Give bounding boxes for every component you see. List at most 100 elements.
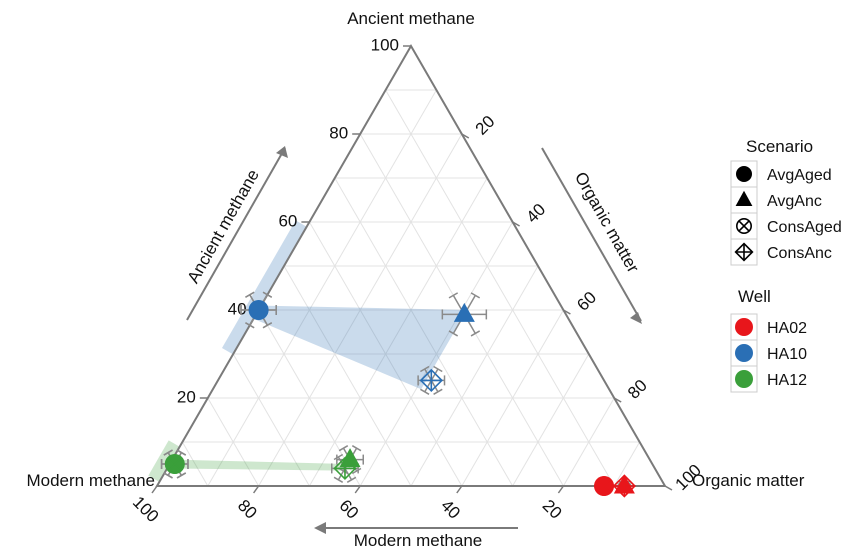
- tick-mark-modern: [557, 485, 565, 494]
- legend: Scenario AvgAged AvgAnc ConsAged ConsAnc We…: [730, 137, 842, 393]
- legend-marker-avganc: [735, 190, 753, 206]
- point-ha02-consanc: [612, 474, 636, 498]
- marker-circle-outline: [248, 300, 269, 320]
- legend-scenario-label: ConsAged: [767, 219, 842, 236]
- marker-cross: [597, 479, 611, 493]
- grid-line-organic: [613, 441, 641, 487]
- error-bar-cap: [245, 291, 255, 298]
- error-bar-cap: [448, 292, 459, 299]
- corner-label-right: Organic matter: [692, 471, 805, 490]
- grid-line-modern: [207, 397, 260, 487]
- legend-scenario-item: ConsAged: [730, 212, 842, 240]
- grid-line-organic: [308, 177, 488, 487]
- tick-label-modern: 60: [336, 496, 363, 523]
- tick-label-modern: 80: [234, 496, 261, 523]
- tick-label-modern: 20: [539, 496, 566, 523]
- tick-label-organic: 80: [624, 376, 651, 403]
- legend-well-label: HA10: [767, 346, 807, 363]
- tick-mark-modern: [151, 485, 158, 494]
- tick-label-ancient: 100: [371, 35, 399, 54]
- error-bar-cap: [262, 291, 273, 298]
- point-ha12-avganc: [339, 448, 361, 468]
- point-ha10-avganc: [453, 302, 475, 322]
- legend-scenario-label: AvgAged: [767, 167, 832, 184]
- point-ha12-consaged: [164, 454, 185, 474]
- shaded-region-ha10: [253, 305, 467, 390]
- legend-well-swatch: [735, 370, 753, 388]
- marker-cross: [251, 303, 266, 317]
- error-bar-cap: [163, 472, 173, 479]
- tick-mark-organic: [613, 397, 622, 403]
- marker-circle-outline: [164, 454, 185, 474]
- ternary-grid: [181, 89, 641, 487]
- left-axis-title: Ancient methane: [184, 166, 263, 286]
- error-bar-cap: [448, 330, 459, 337]
- tick-mark-organic: [664, 485, 673, 491]
- legend-scenario-label: ConsAnc: [767, 245, 832, 262]
- error-bar-cap: [346, 476, 357, 483]
- grid-line-modern: [181, 441, 209, 487]
- grid-line-organic: [512, 353, 590, 487]
- bottom-axis-arrowhead: [314, 522, 326, 534]
- edge-band-ha12: [148, 440, 180, 482]
- grid-line-modern: [385, 89, 615, 487]
- legend-scenario-item: ConsAnc: [730, 238, 832, 266]
- right-axis-arrow: [541, 147, 642, 322]
- grid-line-organic: [207, 89, 437, 487]
- error-bar-cap: [338, 445, 349, 452]
- legend-well-items: HA02 HA10 HA12: [730, 313, 807, 393]
- left-axis-title-group: Ancient methane: [184, 146, 288, 321]
- marker-cross: [738, 220, 750, 232]
- tick-label-ancient: 20: [177, 387, 196, 406]
- legend-well-item: HA02: [730, 313, 807, 341]
- grid-line-modern: [283, 265, 412, 487]
- marker-cross: [168, 457, 182, 471]
- point-ha10-consaged: [248, 300, 269, 320]
- legend-scenario-item: AvgAged: [730, 160, 832, 188]
- tick-label-modern: 100: [129, 493, 162, 526]
- marker-circle: [736, 166, 752, 182]
- marker-circle-outline: [735, 218, 752, 235]
- error-bar-cap: [333, 476, 344, 483]
- right-axis-arrowhead: [630, 312, 642, 324]
- grid-line-modern: [258, 309, 361, 487]
- corner-label-top: Ancient methane: [347, 9, 475, 28]
- legend-scenario-item: AvgAnc: [730, 186, 822, 214]
- grid-line-organic: [562, 397, 615, 487]
- legend-scenario-title: Scenario: [746, 137, 813, 156]
- legend-well-label: HA02: [767, 320, 807, 337]
- legend-well-label: HA12: [767, 372, 807, 389]
- corner-label-left: Modern methane: [26, 471, 155, 490]
- legend-well-swatch: [735, 318, 753, 336]
- error-bar-cap: [351, 445, 362, 452]
- grid-line-organic: [410, 265, 539, 487]
- error-bar-cap: [245, 322, 255, 329]
- data-points: [160, 291, 636, 498]
- tick-label-organic: 40: [522, 200, 549, 227]
- legend-well-item: HA12: [730, 365, 807, 393]
- edge-band-ha10: [222, 220, 307, 354]
- legend-marker-consanc: [734, 242, 754, 262]
- tick-mark-organic: [512, 221, 520, 227]
- error-bar-cap: [333, 453, 344, 461]
- shaded-regions: [148, 220, 467, 482]
- point-ha12-consanc: [333, 456, 357, 481]
- tick-label-ancient: 80: [329, 123, 348, 142]
- marker-triangle: [339, 448, 361, 468]
- error-bar-cap: [420, 388, 430, 395]
- error-bar-cap: [176, 449, 187, 456]
- shaded-region-ha12: [167, 459, 348, 471]
- tick-mark-modern: [252, 485, 260, 494]
- legend-well-title: Well: [738, 287, 771, 306]
- legend-well-swatch: [735, 344, 753, 362]
- error-bar-cap: [420, 365, 430, 373]
- grid-line-modern: [232, 353, 310, 487]
- tick-mark-organic: [461, 133, 470, 139]
- legend-marker-avgaged: [736, 166, 752, 182]
- error-bar-cap: [433, 388, 443, 395]
- left-axis-arrow: [186, 147, 286, 321]
- bottom-axis-title-group: Modern methane: [314, 522, 518, 549]
- tick-mark-organic: [563, 309, 571, 315]
